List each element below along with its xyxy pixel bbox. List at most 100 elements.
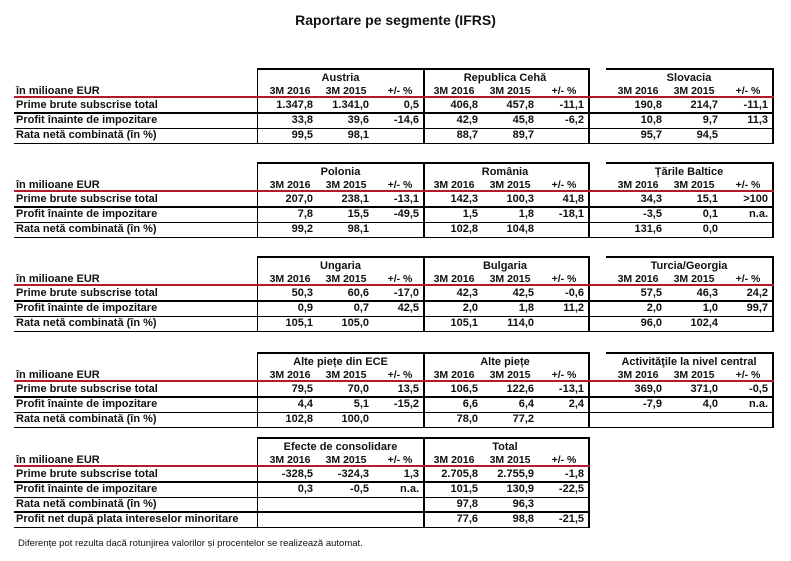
unit-label: în milioane EUR (16, 85, 100, 97)
column-header: 3M 2015 (489, 179, 531, 191)
table-cell: -22,5 (558, 483, 584, 495)
row-divider (14, 412, 774, 413)
column-header: 3M 2016 (269, 369, 311, 381)
table-cell: 42,3 (456, 287, 478, 299)
row-divider (14, 222, 774, 223)
row-divider (14, 481, 590, 483)
column-header: 3M 2016 (269, 179, 311, 191)
table-cell: 98,1 (347, 223, 369, 235)
table-cell: 96,3 (512, 498, 534, 510)
segment-table-1: în milioane EUR Austria 3M 2016 3M 2015 +/- … (14, 68, 774, 145)
column-header: 3M 2015 (673, 273, 715, 285)
table-cell: 0,9 (297, 302, 313, 314)
column-header: 3M 2016 (617, 369, 659, 381)
table-cell: 95,7 (640, 129, 662, 141)
table-cell: 114,0 (507, 317, 534, 329)
table-cell: 1,8 (518, 208, 534, 220)
table-cell: 41,8 (562, 193, 584, 205)
table-cell: 77,2 (512, 413, 534, 425)
table-cell: -324,3 (337, 468, 369, 480)
table-cell: 2.755,9 (497, 468, 534, 480)
table-cell: 9,7 (702, 114, 718, 126)
segment-name: Activităţile la nivel central (621, 356, 757, 368)
table-cell: 207,0 (285, 193, 313, 205)
row-label: Rata netă combinată (în %) (16, 223, 157, 235)
segment-header: România 3M 2016 3M 2015 +/- % (422, 162, 590, 191)
segment-header: Polonia 3M 2016 3M 2015 +/- % (257, 162, 425, 191)
table-cell: -11,1 (743, 99, 768, 111)
table-row-npm: Profit net după plata intereselor minori… (14, 512, 590, 527)
table-cell: 11,2 (563, 302, 584, 314)
column-header: +/- % (551, 273, 577, 285)
table-cell: 77,6 (456, 513, 478, 525)
header-divider (14, 190, 774, 192)
column-header: 3M 2016 (617, 273, 659, 285)
segment-table-2: în milioane EUR Polonia 3M 2016 3M 2015 +/- … (14, 162, 774, 239)
table-cell: 142,3 (450, 193, 478, 205)
column-divider (257, 98, 258, 144)
table-cell: 457,8 (506, 99, 534, 111)
header-divider (14, 96, 774, 98)
row-label: Rata netă combinată (în %) (16, 317, 157, 329)
table-cell: 105,1 (285, 317, 313, 329)
column-header: 3M 2015 (489, 454, 531, 466)
table-cell: 50,3 (291, 287, 313, 299)
table-row-pbt: Profit înainte de impozitare 0,3 -0,5 n.a. 1… (14, 482, 590, 497)
table-cell: 97,8 (456, 498, 478, 510)
row-divider (14, 331, 774, 332)
table-cell: -13,1 (558, 383, 584, 395)
table-cell: 100,0 (341, 413, 369, 425)
table-cell: 33,8 (291, 114, 313, 126)
table-cell: 2,4 (568, 398, 584, 410)
row-label: Profit înainte de impozitare (16, 114, 158, 126)
table-cell: 24,2 (746, 287, 768, 299)
table-cell: 79,5 (291, 383, 313, 395)
table-cell: 96,0 (640, 317, 662, 329)
column-header: +/- % (387, 179, 413, 191)
table-cell: 42,5 (397, 302, 419, 314)
table-row-ncr: Rata netă combinată (în %) 102,8 100,0 78,0… (14, 412, 774, 427)
column-header: 3M 2015 (673, 85, 715, 97)
table-cell: -0,5 (749, 383, 768, 395)
row-label: Profit înainte de impozitare (16, 483, 158, 495)
table-row-pbt: Profit înainte de impozitare 0,9 0,7 42,5 2,… (14, 301, 774, 316)
table-cell: 1.341,0 (332, 99, 369, 111)
table-cell: -11,1 (559, 99, 584, 111)
table-cell: 102,8 (450, 223, 478, 235)
table-cell: 70,0 (347, 383, 369, 395)
table-cell: -3,5 (643, 208, 662, 220)
row-label: Profit înainte de impozitare (16, 208, 158, 220)
column-divider (772, 192, 774, 238)
table-cell: -1,8 (565, 468, 584, 480)
table-cell: 238,1 (341, 193, 369, 205)
table-cell: 2,0 (646, 302, 662, 314)
table-cell: 369,0 (634, 383, 662, 395)
table-cell: 60,6 (347, 287, 369, 299)
table-cell: 104,8 (506, 223, 534, 235)
row-divider (14, 128, 774, 129)
table-cell: 94,5 (696, 129, 718, 141)
column-divider (257, 467, 258, 528)
column-header: +/- % (387, 454, 413, 466)
row-label: Prime brute subscrise total (16, 383, 158, 395)
column-header: 3M 2016 (433, 273, 475, 285)
table-row-gwp: Prime brute subscrise total 50,3 60,6 -17,0… (14, 286, 774, 301)
segment-header: Activităţile la nivel central 3M 2016 3M 2… (606, 352, 774, 381)
table-cell: 99,5 (291, 129, 313, 141)
row-divider (14, 527, 590, 528)
table-cell: -0,6 (565, 287, 584, 299)
segment-name: Slovacia (666, 72, 712, 84)
segment-name: România (481, 166, 529, 178)
row-divider (14, 206, 774, 208)
table-cell: 34,3 (640, 193, 662, 205)
row-divider (14, 237, 774, 238)
segment-name: Țările Baltice (654, 166, 724, 178)
table-row-ncr: Rata netă combinată (în %) 99,5 98,1 88,7 89… (14, 128, 774, 143)
table-cell: -6,2 (565, 114, 584, 126)
table-cell: 88,7 (456, 129, 478, 141)
column-header: 3M 2016 (433, 179, 475, 191)
table-cell: 99,2 (291, 223, 313, 235)
column-divider (257, 382, 258, 428)
column-header: 3M 2015 (325, 85, 367, 97)
column-header: 3M 2015 (489, 85, 531, 97)
